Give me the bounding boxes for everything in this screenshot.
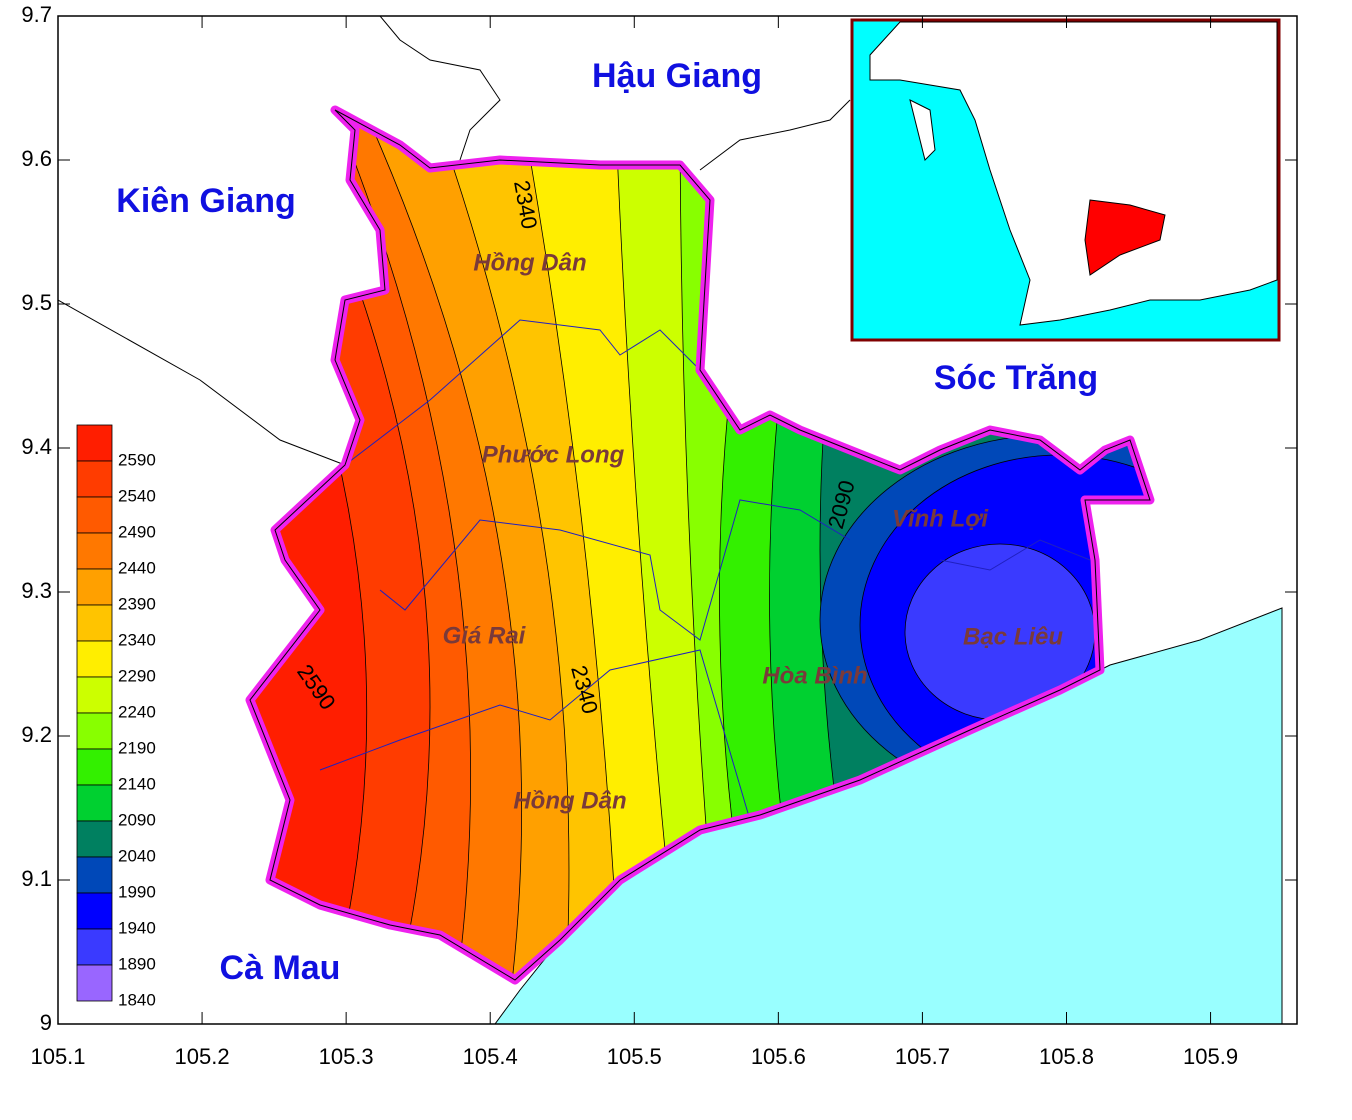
legend-swatch	[76, 640, 113, 678]
legend-swatch	[76, 568, 113, 606]
x-tick-label: 105.8	[1039, 1044, 1094, 1069]
legend-label: 2490	[118, 522, 156, 541]
legend-label: 1840	[118, 990, 156, 1009]
x-tick-label: 105.5	[607, 1044, 662, 1069]
legend-swatch	[76, 748, 113, 786]
legend-label: 2290	[118, 666, 156, 685]
y-tick-label: 9	[40, 1010, 52, 1035]
x-tick-label: 105.7	[895, 1044, 950, 1069]
legend-label: 2190	[118, 738, 156, 757]
legend-label: 2540	[118, 486, 156, 505]
x-tick-label: 105.2	[175, 1044, 230, 1069]
x-tick-label: 105.3	[319, 1044, 374, 1069]
border	[58, 299, 346, 466]
border	[379, 16, 501, 161]
legend-swatch	[76, 928, 113, 966]
x-tick-label: 105.1	[30, 1044, 85, 1069]
legend-label: 2040	[118, 846, 156, 865]
inset	[850, 18, 1281, 342]
y-tick-label: 9.1	[21, 866, 52, 891]
legend-label: 1940	[118, 918, 156, 937]
legend-label: 2140	[118, 774, 156, 793]
legend-swatch	[76, 820, 113, 858]
y-tick-label: 9.5	[21, 290, 52, 315]
y-tick-label: 9.4	[21, 434, 52, 459]
legend-swatch	[76, 892, 113, 930]
legend-label: 2340	[118, 630, 156, 649]
inset-island	[909, 99, 936, 161]
inset-province	[1084, 199, 1166, 276]
x-tick-label: 105.6	[751, 1044, 806, 1069]
contour-line	[429, 110, 570, 980]
legend-swatch	[76, 532, 113, 570]
district-borders	[319, 319, 1091, 821]
y-tick-label: 9.7	[21, 2, 52, 27]
province-label: Kiên Giang	[116, 182, 295, 220]
legend-label: 1990	[118, 882, 156, 901]
y-tick-label: 9.3	[21, 578, 52, 603]
x-tick-label: 105.4	[463, 1044, 518, 1069]
legend-swatch	[76, 856, 113, 894]
legend-label: 2590	[118, 450, 156, 469]
legend-swatch	[76, 496, 113, 534]
district-label: Phước Long	[482, 441, 625, 468]
border	[699, 99, 851, 171]
legend-swatch	[76, 460, 113, 498]
contour-line	[519, 110, 621, 980]
x-tick-label: 105.9	[1183, 1044, 1238, 1069]
province-label: Sóc Trăng	[934, 359, 1098, 397]
district-label: Hồng Dân	[513, 787, 626, 814]
district-label: Bạc Liêu	[963, 623, 1063, 650]
contour-line	[359, 110, 522, 980]
legend-label: 2390	[118, 594, 156, 613]
legend-label: 1890	[118, 954, 156, 973]
y-tick-label: 9.6	[21, 146, 52, 171]
legend-swatch	[76, 712, 113, 750]
district-label: Vĩnh Lợi	[892, 505, 989, 532]
legend-label: 2240	[118, 702, 156, 721]
legend-label: 2440	[118, 558, 156, 577]
legend-swatch	[76, 424, 113, 462]
district-label: Hòa Bình	[762, 662, 867, 689]
legend-swatch	[76, 604, 113, 642]
legend-swatch	[76, 784, 113, 822]
inset-land	[869, 21, 1278, 326]
legend-label: 2090	[118, 810, 156, 829]
legend-swatch	[76, 964, 113, 1002]
district-label: Hồng Dân	[473, 249, 586, 276]
province-label: Hậu Giang	[592, 57, 762, 95]
legend-swatch	[76, 676, 113, 714]
y-tick-label: 9.2	[21, 722, 52, 747]
province-label: Cà Mau	[220, 949, 341, 987]
frame	[57, 15, 1298, 1025]
contour-band	[250, 110, 367, 980]
district-label: Giá Rai	[443, 622, 527, 649]
